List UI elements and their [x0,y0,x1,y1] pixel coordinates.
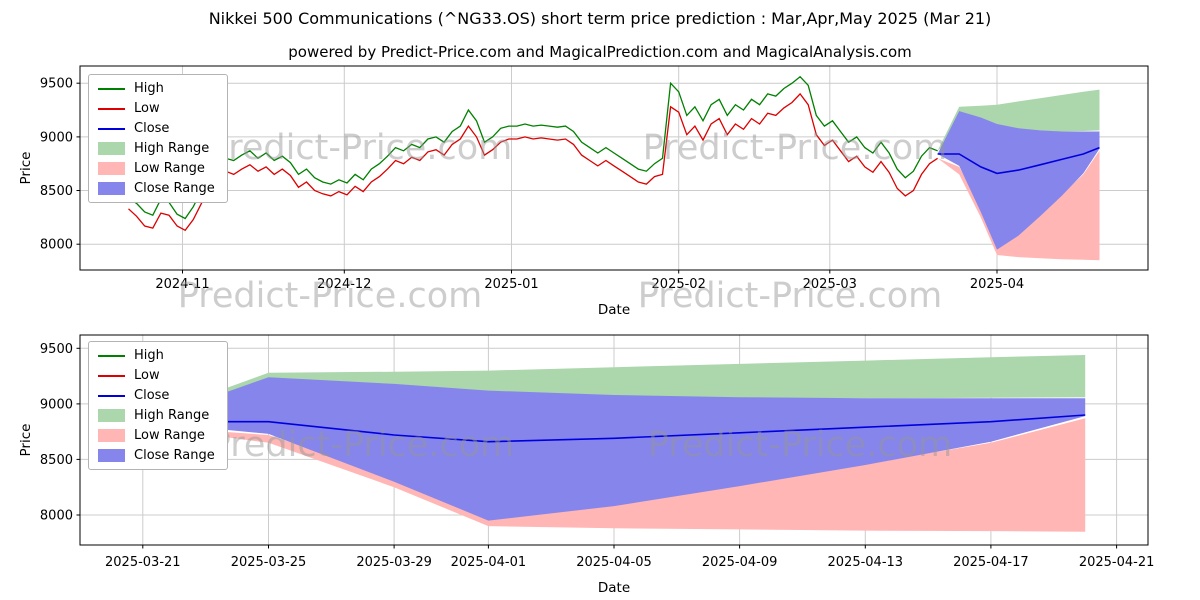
legend-item-low-range: Low Range [98,428,215,443]
legend-item-low-range: Low Range [98,161,215,176]
legend-label: Close Range [134,448,215,463]
legend-patch-swatch [98,409,125,422]
legend-patch-swatch [98,429,125,442]
legend-label: Low [134,368,160,383]
y-tick-label: 9000 [40,130,73,145]
legend-line-swatch [98,107,125,110]
close-range-band [142,377,1086,521]
y-axis-label: Price [18,152,34,185]
high-line [128,75,938,220]
x-tick-label: 2025-03-29 [356,555,432,570]
close-line [937,146,1100,175]
legend-item-close: Close [98,388,215,403]
y-tick-label: 9500 [40,342,73,357]
x-tick-label: 2025-04-21 [1079,555,1155,570]
x-tick-label: 2025-02 [652,277,706,292]
legend-item-high: High [98,348,215,363]
legend-item-high-range: High Range [98,141,215,156]
legend-line-swatch [98,374,125,377]
y-tick-label: 9000 [40,397,73,412]
x-tick-label: 2025-03 [803,277,857,292]
x-axis-label: Date [598,580,630,596]
low-range-band [937,150,1100,261]
x-tick-label: 2025-01 [484,277,538,292]
y-tick-label: 8500 [40,453,73,468]
plot-border [79,334,1149,546]
legend-item-high-range: High Range [98,408,215,423]
legend-label: High [134,348,164,363]
high-range-band [142,355,1086,419]
low-range-band [142,418,1086,532]
legend-item-close-range: Close Range [98,181,215,196]
legend-patch-swatch [98,142,125,155]
legend-line-swatch [98,394,125,397]
legend-label: High Range [134,408,210,423]
legend-top-chart: High Low Close High Range Low Range Close Ran… [88,74,228,203]
legend-patch-swatch [98,162,125,175]
x-tick-label: 2025-03-21 [105,555,181,570]
legend-item-low: Low [98,368,215,383]
close-line [142,414,1086,443]
y-tick-label: 8000 [40,509,73,524]
plot-border [79,65,1149,271]
legend-label: Close [134,121,170,136]
page-subtitle: powered by Predict-Price.com and Magical… [288,43,912,61]
x-tick-label: 2025-04-17 [953,555,1029,570]
x-tick-label: 2025-04 [970,277,1024,292]
close-range-band [937,111,1100,250]
x-tick-label: 2025-04-09 [702,555,778,570]
legend-item-high: High [98,81,215,96]
low-line [128,92,938,232]
x-tick-label: 2025-04-13 [828,555,904,570]
legend-item-close: Close [98,121,215,136]
x-tick-label: 2025-04-05 [576,555,652,570]
legend-label: Low Range [134,428,205,443]
high-range-band [937,89,1100,151]
legend-label: High Range [134,141,210,156]
x-tick-label: 2025-03-25 [231,555,307,570]
legend-line-swatch [98,354,125,357]
legend-label: High [134,81,164,96]
legend-line-swatch [98,127,125,130]
x-tick-label: 2025-04-01 [451,555,527,570]
legend-patch-swatch [98,182,125,195]
legend-label: Close [134,388,170,403]
legend-line-swatch [98,87,125,90]
legend-label: Low Range [134,161,205,176]
y-tick-label: 8500 [40,184,73,199]
legend-item-close-range: Close Range [98,448,215,463]
x-tick-label: 2024-11 [155,277,209,292]
y-axis-label: Price [18,424,34,457]
legend-label: Low [134,101,160,116]
y-tick-label: 9500 [40,77,73,92]
x-tick-label: 2024-12 [317,277,371,292]
legend-item-low: Low [98,101,215,116]
legend-patch-swatch [98,449,125,462]
legend-label: Close Range [134,181,215,196]
x-axis-label: Date [598,302,630,318]
legend-bottom-chart: High Low Close High Range Low Range Close Ran… [88,341,228,470]
y-tick-label: 8000 [40,238,73,253]
page-title: Nikkei 500 Communications (^NG33.OS) sho… [208,9,992,28]
